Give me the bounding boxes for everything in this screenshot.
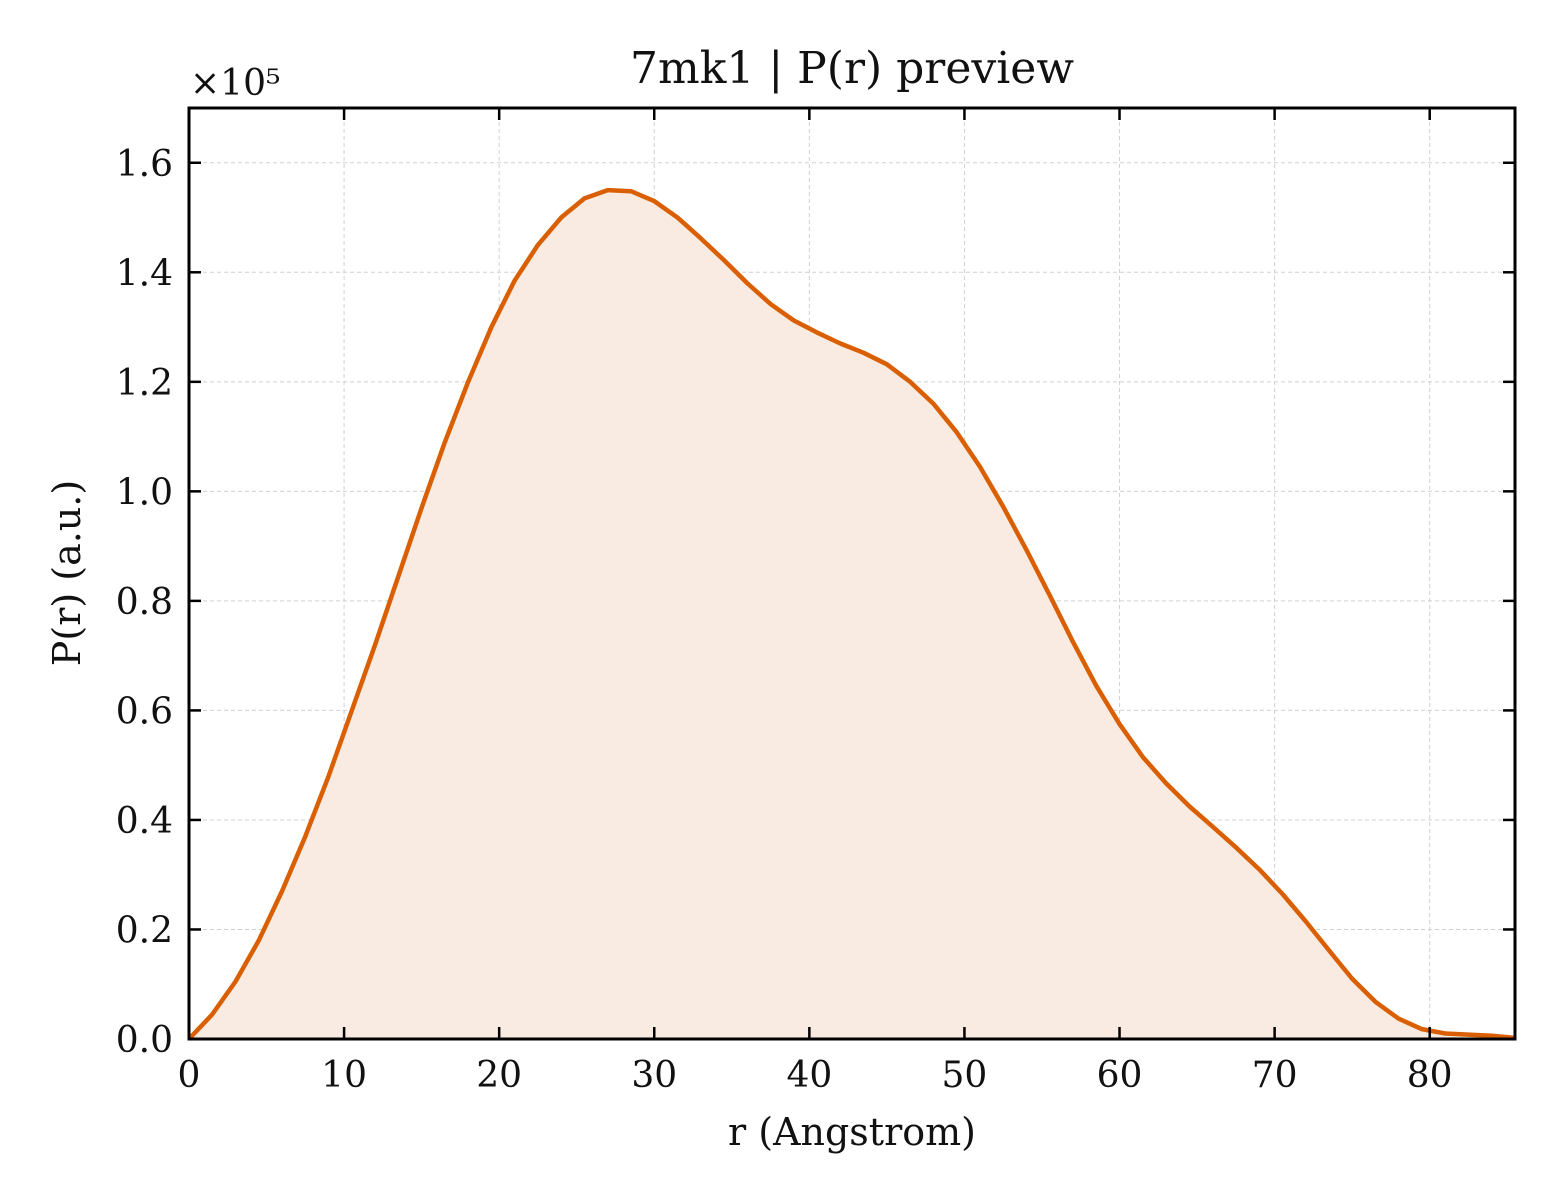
x-tick-label: 30 [631, 1055, 677, 1096]
y-tick-label: 0.6 [116, 691, 173, 732]
plot-frame [187, 106, 1517, 1041]
chart-title: 7mk1 | P(r) preview [630, 43, 1074, 94]
x-tick-label: 70 [1252, 1055, 1298, 1096]
pr-series-line [187, 187, 1516, 1041]
y-tick-label: 1.2 [116, 363, 173, 404]
axis-ticks: 0 10 20 30 40 50 60 70 80 0.0 0.2 0.4 0.6 0.8 1.0 1.2 1.… [116, 108, 1515, 1096]
y-tick-label: 0.2 [116, 910, 173, 951]
x-tick-label: 10 [321, 1055, 367, 1096]
y-tick-label: 1.0 [116, 472, 173, 513]
x-axis-label: r (Angstrom) [728, 1110, 976, 1154]
y-tick-label: 1.6 [116, 144, 173, 185]
x-tick-label: 0 [178, 1055, 201, 1096]
y-tick-label: 0.4 [116, 801, 173, 842]
y-multiplier-label: ×10⁵ [190, 63, 280, 104]
pr-fill-area [189, 190, 1515, 1039]
x-tick-label: 40 [786, 1055, 832, 1096]
y-axis-label: P(r) (a.u.) [45, 480, 89, 666]
x-tick-label: 80 [1407, 1055, 1453, 1096]
y-tick-label: 0.0 [116, 1020, 173, 1061]
y-tick-label: 1.4 [116, 253, 173, 294]
x-tick-label: 20 [476, 1055, 522, 1096]
y-tick-label: 0.8 [116, 582, 173, 623]
x-tick-label: 60 [1097, 1055, 1143, 1096]
x-tick-label: 50 [942, 1055, 988, 1096]
